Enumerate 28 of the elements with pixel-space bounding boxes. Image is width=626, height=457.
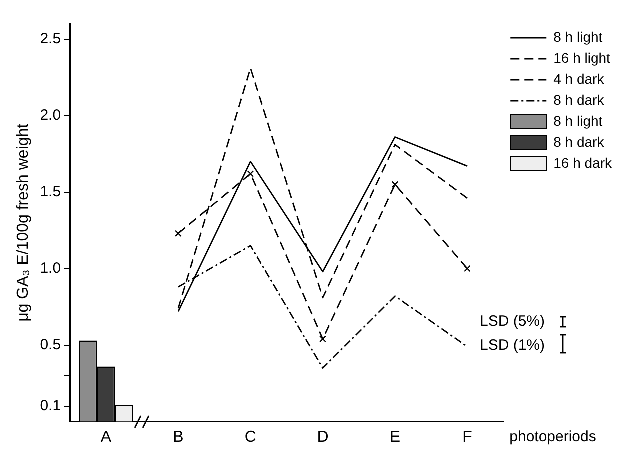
- y-tick-label: 1.0: [40, 260, 62, 277]
- point: [175, 230, 182, 238]
- legend-label: 8 h light: [554, 112, 603, 129]
- point: [320, 336, 326, 343]
- point: [464, 265, 471, 272]
- x-tick-label: D: [317, 428, 329, 446]
- legend-label: 8 h light: [554, 28, 603, 45]
- legend-label: 8 h dark: [554, 92, 606, 108]
- x-tick-label: B: [173, 428, 184, 446]
- legend-label: 4 h dark: [554, 70, 606, 87]
- y-tick-label: 0.5: [40, 336, 62, 354]
- point: [247, 170, 254, 178]
- y-tick-label: 2.0: [40, 106, 62, 124]
- annotation: LSD (5%): [480, 313, 546, 330]
- y-tick-label: 2.5: [40, 30, 62, 48]
- annotation: LSD (1%): [480, 337, 546, 354]
- y-tick-label: 1.5: [40, 183, 62, 200]
- y-axis-title: μg GA₃ E/100g fresh weight: [15, 123, 32, 322]
- x-tick-label: C: [244, 428, 256, 446]
- y-tick-label: 0.1: [40, 398, 62, 415]
- point: [392, 181, 399, 188]
- legend-label: 16 h dark: [554, 154, 613, 171]
- x-tick-label: E: [390, 428, 401, 446]
- legend-label: 8 h dark: [554, 134, 606, 150]
- x-tick-label: F: [462, 428, 473, 446]
- legend-label: 16 h light: [554, 50, 611, 66]
- x-tick-label: A: [100, 428, 112, 446]
- x-axis-title: photoperiods: [510, 428, 596, 446]
